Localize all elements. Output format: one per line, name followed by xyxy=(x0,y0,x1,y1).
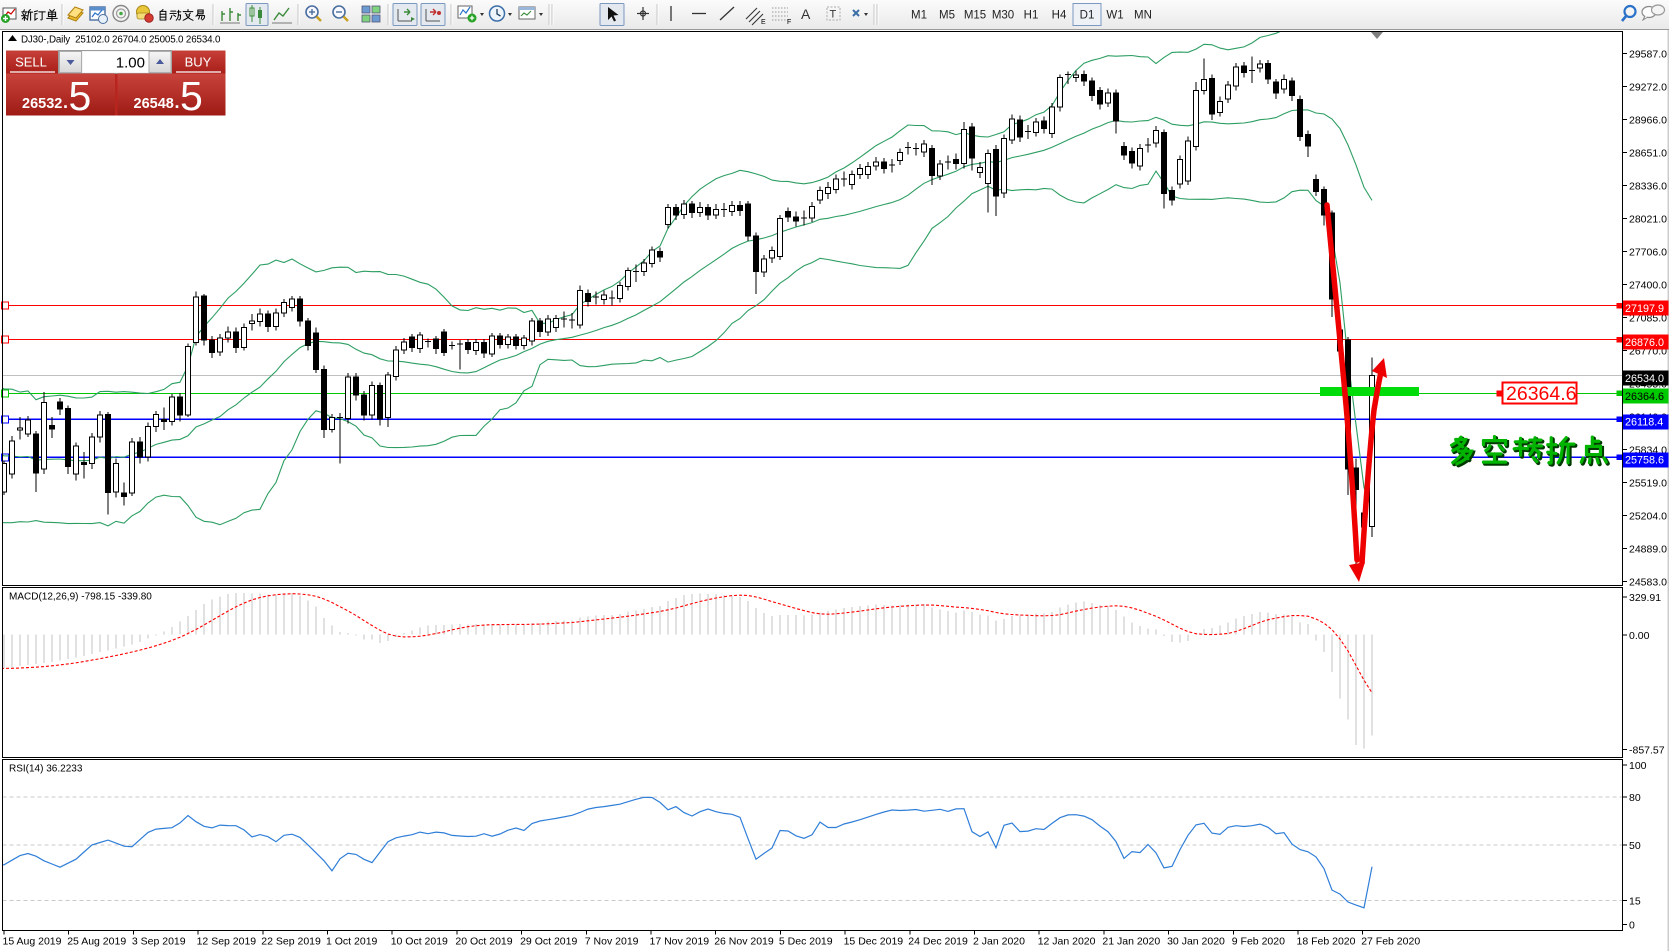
svg-text:26364.6: 26364.6 xyxy=(1625,391,1664,403)
svg-text:28966.0: 28966.0 xyxy=(1629,115,1667,127)
svg-text:1.00: 1.00 xyxy=(116,55,145,72)
svg-text:50: 50 xyxy=(1629,840,1641,852)
svg-text:5 Dec 2019: 5 Dec 2019 xyxy=(779,936,833,948)
svg-text:329.91: 329.91 xyxy=(1629,592,1661,604)
svg-text:24889.0: 24889.0 xyxy=(1629,543,1667,555)
svg-text:H1: H1 xyxy=(1024,10,1039,22)
svg-text:MACD(12,26,9) -798.15 -339.80: MACD(12,26,9) -798.15 -339.80 xyxy=(9,592,152,603)
svg-text:RSI(14) 36.2233: RSI(14) 36.2233 xyxy=(9,764,83,775)
svg-text:17 Nov 2019: 17 Nov 2019 xyxy=(650,936,710,948)
svg-text:29272.0: 29272.0 xyxy=(1629,82,1667,94)
svg-text:21 Jan 2020: 21 Jan 2020 xyxy=(1102,936,1160,948)
svg-text:H4: H4 xyxy=(1052,10,1067,22)
svg-text:3 Sep 2019: 3 Sep 2019 xyxy=(132,936,186,948)
svg-text:9 Feb 2020: 9 Feb 2020 xyxy=(1232,936,1285,948)
svg-text:24583.0: 24583.0 xyxy=(1629,576,1667,588)
svg-text:12 Jan 2020: 12 Jan 2020 xyxy=(1038,936,1096,948)
svg-text:1 Oct 2019: 1 Oct 2019 xyxy=(326,936,378,948)
svg-text:25758.6: 25758.6 xyxy=(1625,455,1664,467)
svg-text:BUY: BUY xyxy=(185,55,212,70)
svg-text:28336.0: 28336.0 xyxy=(1629,181,1667,193)
svg-text:25204.0: 25204.0 xyxy=(1629,510,1667,522)
svg-text:26 Nov 2019: 26 Nov 2019 xyxy=(714,936,774,948)
svg-text:29 Oct 2019: 29 Oct 2019 xyxy=(520,936,577,948)
svg-text:28651.0: 28651.0 xyxy=(1629,148,1667,160)
svg-text:5: 5 xyxy=(69,73,92,119)
svg-text:7 Nov 2019: 7 Nov 2019 xyxy=(585,936,639,948)
svg-text:MN: MN xyxy=(1134,10,1152,22)
svg-text:15 Dec 2019: 15 Dec 2019 xyxy=(844,936,904,948)
svg-text:26532: 26532 xyxy=(22,96,62,112)
svg-text:5: 5 xyxy=(180,73,203,119)
svg-text:25 Aug 2019: 25 Aug 2019 xyxy=(67,936,126,948)
svg-text:26876.0: 26876.0 xyxy=(1625,337,1664,349)
svg-text:26534.0: 26534.0 xyxy=(1625,373,1664,385)
svg-text:M30: M30 xyxy=(992,10,1014,22)
svg-text:F: F xyxy=(787,19,791,26)
svg-text:D1: D1 xyxy=(1080,10,1095,22)
svg-text:26118.4: 26118.4 xyxy=(1625,417,1663,429)
svg-text:12 Sep 2019: 12 Sep 2019 xyxy=(197,936,257,948)
svg-text:0: 0 xyxy=(1629,920,1635,932)
svg-text:.: . xyxy=(175,92,180,112)
svg-text:30 Jan 2020: 30 Jan 2020 xyxy=(1167,936,1225,948)
svg-text:-857.57: -857.57 xyxy=(1629,745,1665,757)
svg-text:29587.0: 29587.0 xyxy=(1629,49,1667,61)
svg-text:2 Jan 2020: 2 Jan 2020 xyxy=(973,936,1025,948)
svg-text:20 Oct 2019: 20 Oct 2019 xyxy=(455,936,512,948)
svg-text:18 Feb 2020: 18 Feb 2020 xyxy=(1297,936,1356,948)
svg-text:27706.0: 27706.0 xyxy=(1629,247,1667,259)
svg-text:E: E xyxy=(761,19,766,26)
svg-text:T: T xyxy=(830,9,837,21)
svg-text:10 Oct 2019: 10 Oct 2019 xyxy=(391,936,448,948)
svg-text:DJ30-,Daily 25102.0 26704.0 2: DJ30-,Daily 25102.0 26704.0 25005.0 2653… xyxy=(21,35,221,46)
svg-text:24 Dec 2019: 24 Dec 2019 xyxy=(908,936,968,948)
svg-text:26364.6: 26364.6 xyxy=(1506,383,1577,405)
svg-text:28021.0: 28021.0 xyxy=(1629,214,1667,226)
svg-text:25519.0: 25519.0 xyxy=(1629,477,1667,489)
svg-text:.: . xyxy=(63,92,68,112)
svg-text:M15: M15 xyxy=(964,10,986,22)
svg-text:W1: W1 xyxy=(1106,10,1123,22)
svg-text:15 Aug 2019: 15 Aug 2019 xyxy=(3,936,62,948)
svg-text:100: 100 xyxy=(1629,760,1647,772)
svg-text:26548: 26548 xyxy=(134,96,174,112)
svg-text:27 Feb 2020: 27 Feb 2020 xyxy=(1361,936,1420,948)
svg-text:M1: M1 xyxy=(911,10,927,22)
svg-text:A: A xyxy=(801,6,811,22)
svg-text:SELL: SELL xyxy=(15,55,47,70)
svg-text:27400.0: 27400.0 xyxy=(1629,280,1667,292)
svg-text:0.00: 0.00 xyxy=(1629,630,1650,642)
svg-text:22 Sep 2019: 22 Sep 2019 xyxy=(261,936,321,948)
svg-text:15: 15 xyxy=(1629,896,1641,908)
svg-text:80: 80 xyxy=(1629,792,1641,804)
svg-text:27197.9: 27197.9 xyxy=(1625,303,1664,315)
svg-text:M5: M5 xyxy=(939,10,955,22)
